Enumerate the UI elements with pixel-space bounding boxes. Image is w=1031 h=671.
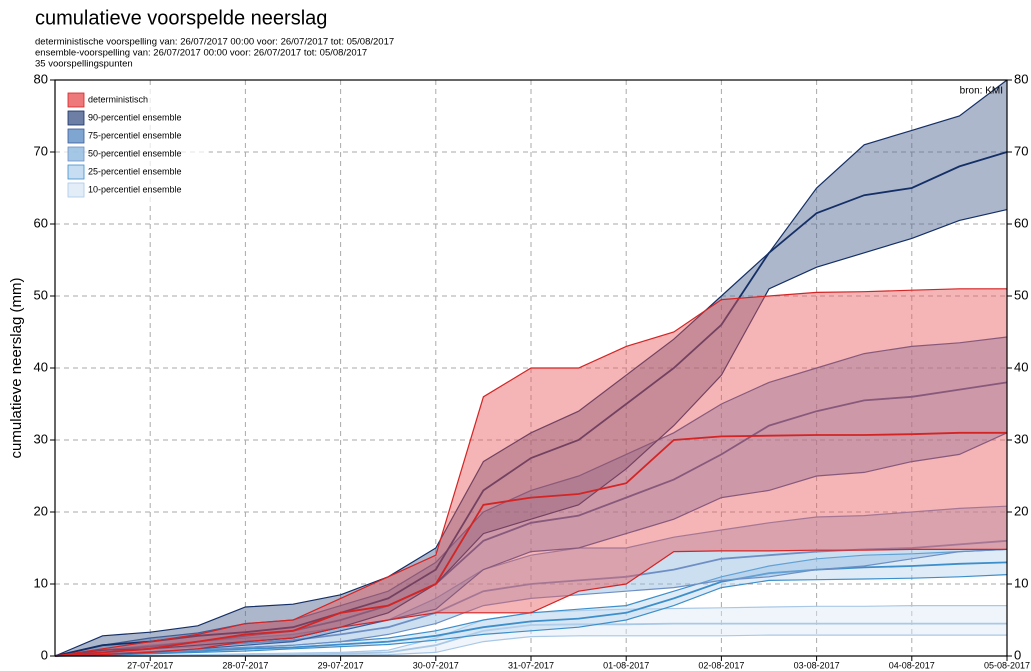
y-tick-label: 10 bbox=[34, 575, 48, 590]
x-tick-label: 04-08-2017 bbox=[889, 660, 935, 670]
subtitle: deterministische voorspelling van: 26/07… bbox=[35, 37, 394, 48]
x-tick-label: 30-07-2017 bbox=[413, 660, 459, 670]
band-line bbox=[54, 432, 1008, 657]
subtitle: 35 voorspellingspunten bbox=[35, 59, 133, 70]
legend-swatch bbox=[67, 92, 85, 108]
band-area bbox=[55, 337, 1007, 656]
y2-tick-label: 70 bbox=[1014, 143, 1028, 158]
y2-tick-label: 60 bbox=[1014, 215, 1028, 230]
y2-tick-label: 10 bbox=[1014, 575, 1028, 590]
y-axis-label: cumulatieve neerslag (mm) bbox=[8, 278, 25, 459]
legend-box bbox=[64, 89, 209, 203]
plot-frame bbox=[54, 79, 1008, 657]
legend-label: 75-percentiel ensemble bbox=[88, 130, 182, 140]
y-tick-label: 40 bbox=[34, 359, 48, 374]
band-line bbox=[54, 548, 1007, 657]
band-line bbox=[54, 209, 1008, 657]
legend-label: 50-percentiel ensemble bbox=[88, 148, 182, 158]
source-note: bron: KMI bbox=[960, 86, 1003, 97]
y2-tick-label: 50 bbox=[1014, 287, 1028, 302]
band-line bbox=[54, 431, 1007, 657]
y2-tick-label: 20 bbox=[1014, 503, 1028, 518]
y-tick-label: 30 bbox=[34, 431, 48, 446]
legend-swatch bbox=[67, 146, 85, 162]
legend-label: 90-percentiel ensemble bbox=[88, 112, 182, 122]
legend-label: 25-percentiel ensemble bbox=[88, 166, 182, 176]
band-area bbox=[55, 506, 1007, 656]
x-tick-label: 01-08-2017 bbox=[603, 660, 649, 670]
x-tick-label: 27-07-2017 bbox=[127, 660, 173, 670]
subtitle: ensemble-voorspelling van: 26/07/2017 00… bbox=[35, 48, 367, 59]
y-tick-label: 80 bbox=[34, 71, 48, 86]
y2-tick-label: 30 bbox=[1014, 431, 1028, 446]
y2-tick-label: 80 bbox=[1014, 71, 1028, 86]
band-line bbox=[54, 79, 1008, 657]
y-tick-label: 50 bbox=[34, 287, 48, 302]
x-tick-label: 02-08-2017 bbox=[698, 660, 744, 670]
x-tick-label: 31-07-2017 bbox=[508, 660, 554, 670]
x-tick-label: 05-08-2017 bbox=[984, 660, 1030, 670]
x-tick-label: 03-08-2017 bbox=[794, 660, 840, 670]
band-line bbox=[54, 548, 1008, 657]
band-line bbox=[54, 151, 1008, 657]
y-tick-label: 70 bbox=[34, 143, 48, 158]
band-line bbox=[55, 622, 1007, 657]
y-tick-label: 0 bbox=[41, 647, 48, 662]
band-line bbox=[54, 336, 1008, 657]
y2-tick-label: 0 bbox=[1014, 647, 1021, 662]
band-line bbox=[54, 288, 1007, 657]
legend-swatch bbox=[67, 182, 85, 198]
y-tick-label: 20 bbox=[34, 503, 48, 518]
y-tick-label: 60 bbox=[34, 215, 48, 230]
band-line bbox=[54, 574, 1008, 657]
x-tick-label: 29-07-2017 bbox=[318, 660, 364, 670]
legend-label: 10-percentiel ensemble bbox=[88, 184, 182, 194]
legend-label: deterministisch bbox=[88, 94, 148, 104]
band-line bbox=[54, 561, 1008, 657]
legend-swatch bbox=[67, 110, 85, 126]
band-area bbox=[55, 288, 1007, 656]
legend-swatch bbox=[67, 128, 85, 144]
y2-tick-label: 40 bbox=[1014, 359, 1028, 374]
band-area bbox=[55, 80, 1007, 656]
band-area bbox=[55, 549, 1007, 656]
legend-swatch bbox=[67, 164, 85, 180]
x-tick-label: 28-07-2017 bbox=[222, 660, 268, 670]
chart-title: cumulatieve voorspelde neerslag bbox=[35, 7, 327, 29]
